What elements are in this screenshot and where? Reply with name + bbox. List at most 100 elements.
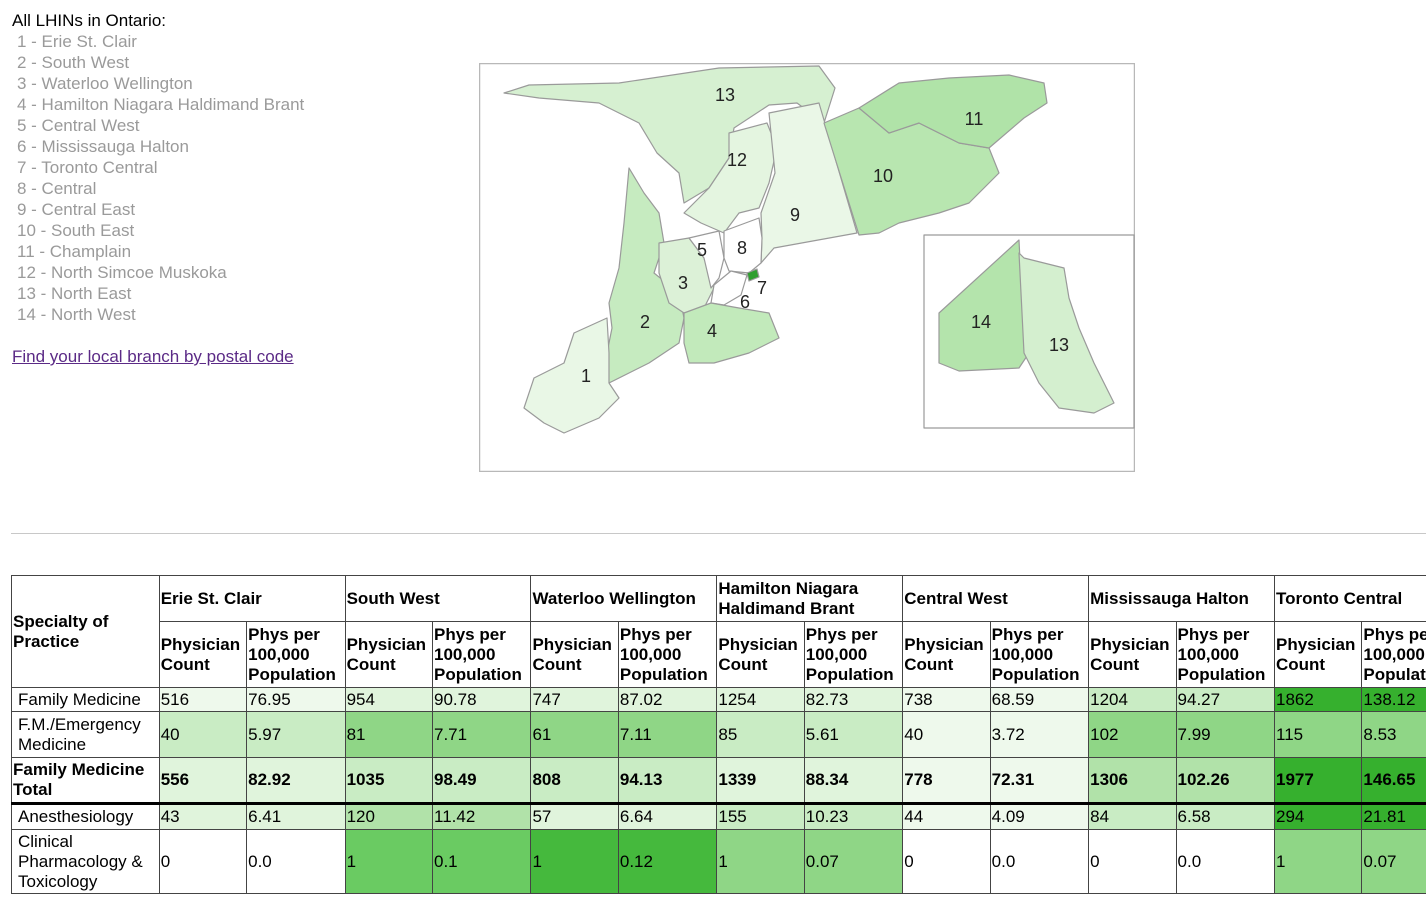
physician-count-cell: 1862 xyxy=(1273,687,1363,712)
physician-count-cell: 84 xyxy=(1088,803,1177,830)
map-label: 9 xyxy=(790,205,800,225)
map-region-5[interactable] xyxy=(688,230,725,289)
rate-cell: 11.42 xyxy=(431,803,532,830)
region-header: Erie St. Clair xyxy=(158,575,346,622)
rate-cell: 6.58 xyxy=(1175,803,1276,830)
map-label: 8 xyxy=(737,238,747,258)
rate-cell: 0.0 xyxy=(1175,829,1276,894)
region-header: Mississauga Halton xyxy=(1088,575,1275,622)
physician-count-cell: 778 xyxy=(902,757,991,805)
rate-cell: 88.34 xyxy=(803,757,904,805)
rate-header: Phys per 100,000 Population xyxy=(989,621,1090,688)
physician-count-cell: 1339 xyxy=(716,757,805,805)
physician-count-cell: 1254 xyxy=(716,687,805,712)
map-region-8[interactable] xyxy=(723,217,763,274)
rate-cell: 10.23 xyxy=(803,803,904,830)
map-region-13-inset[interactable] xyxy=(1018,252,1115,414)
region-header: Toronto Central xyxy=(1274,575,1426,622)
physician-count-cell: 44 xyxy=(902,803,991,830)
legend-item: 6 - Mississauga Halton xyxy=(17,137,189,156)
region-header: Waterloo Wellington xyxy=(530,575,718,622)
region-header: South West xyxy=(344,575,532,622)
legend-item: 12 - North Simcoe Muskoka xyxy=(17,263,227,282)
physician-count-cell: 0 xyxy=(902,829,991,894)
map-label: 13 xyxy=(715,85,735,105)
map-region-2[interactable] xyxy=(606,167,685,384)
map-label: 1 xyxy=(581,366,591,386)
physician-count-cell: 155 xyxy=(716,803,805,830)
physician-count-header: Physician Count xyxy=(530,621,619,688)
legend-item: 8 - Central xyxy=(17,179,97,198)
physician-count-cell: 294 xyxy=(1273,803,1363,830)
rate-cell: 102.26 xyxy=(1175,757,1276,805)
physician-count-cell: 102 xyxy=(1088,711,1177,758)
legend-item: 1 - Erie St. Clair xyxy=(17,32,137,51)
ontario-lhin-map: 13 12 11 10 9 5 87 3 6 2 4 1 14 13 xyxy=(479,63,1135,472)
rate-cell: 146.65 xyxy=(1361,757,1426,805)
map-label: 13 xyxy=(1049,335,1069,355)
legend-item: 9 - Central East xyxy=(17,200,136,219)
map-region-4[interactable] xyxy=(683,302,780,364)
specialty-cell: Anesthesiology xyxy=(11,803,160,830)
physician-table: Specialty of Practice Erie St. Clair Sout… xyxy=(11,575,1426,894)
map-label: 7 xyxy=(757,278,767,298)
map-label: 4 xyxy=(707,321,717,341)
region-header: Central West xyxy=(902,575,1090,622)
rate-cell: 7.11 xyxy=(617,711,718,758)
physician-count-cell: 1977 xyxy=(1273,757,1363,805)
legend-title: All LHINs in Ontario: xyxy=(12,11,166,30)
find-branch-link[interactable]: Find your local branch by postal code xyxy=(12,347,294,366)
physician-count-header: Physician Count xyxy=(158,621,248,688)
physician-count-cell: 954 xyxy=(344,687,434,712)
physician-count-cell: 808 xyxy=(530,757,619,805)
rate-cell: 0.07 xyxy=(803,829,904,894)
table-row: Family Medicine Total 556 82.92 1035 98.49 80… xyxy=(11,757,1426,805)
rate-cell: 72.31 xyxy=(989,757,1090,805)
physician-count-cell: 1 xyxy=(530,829,619,894)
physician-count-cell: 1035 xyxy=(344,757,434,805)
physician-count-cell: 1 xyxy=(1273,829,1363,894)
region-header: Hamilton Niagara Haldimand Brant xyxy=(716,575,904,622)
map-label: 5 xyxy=(697,240,707,260)
physician-count-cell: 40 xyxy=(158,711,248,758)
rate-header: Phys per 100,000 Population xyxy=(431,621,532,688)
rate-cell: 87.02 xyxy=(617,687,718,712)
map-region-11[interactable] xyxy=(858,74,1048,149)
map-region-1[interactable] xyxy=(523,317,620,434)
rate-cell: 94.27 xyxy=(1175,687,1276,712)
specialty-cell: Clinical Pharmacology & Toxicology xyxy=(11,829,160,894)
rate-cell: 76.95 xyxy=(246,687,346,712)
physician-count-cell: 85 xyxy=(716,711,805,758)
rate-cell: 5.97 xyxy=(246,711,346,758)
map-label: 10 xyxy=(873,166,893,186)
physician-count-header: Physician Count xyxy=(716,621,805,688)
rate-cell: 94.13 xyxy=(617,757,718,805)
specialty-cell: Family Medicine xyxy=(11,687,160,712)
rate-header: Phys per 100,000 Population xyxy=(1361,621,1426,688)
section-divider xyxy=(11,533,1426,534)
physician-count-cell: 40 xyxy=(902,711,991,758)
table-row: Clinical Pharmacology & Toxicology 0 0.0 1 0… xyxy=(11,829,1426,894)
specialty-cell: Family Medicine Total xyxy=(11,757,160,805)
physician-count-cell: 738 xyxy=(902,687,991,712)
legend-item: 7 - Toronto Central xyxy=(17,158,158,177)
rate-cell: 8.53 xyxy=(1361,711,1426,758)
legend-item: 5 - Central West xyxy=(17,116,140,135)
rate-header: Phys per 100,000 Population xyxy=(1175,621,1276,688)
physician-count-cell: 747 xyxy=(530,687,619,712)
physician-count-cell: 516 xyxy=(158,687,248,712)
rate-cell: 98.49 xyxy=(431,757,532,805)
rate-cell: 4.09 xyxy=(989,803,1090,830)
rate-cell: 82.92 xyxy=(246,757,346,805)
rate-header: Phys per 100,000 Population xyxy=(803,621,904,688)
physician-count-cell: 556 xyxy=(158,757,248,805)
map-region-7[interactable] xyxy=(746,268,760,282)
legend-item: 14 - North West xyxy=(17,305,136,324)
map-label: 3 xyxy=(678,273,688,293)
physician-count-cell: 57 xyxy=(530,803,619,830)
legend-item: 2 - South West xyxy=(17,53,130,72)
physician-count-cell: 43 xyxy=(158,803,248,830)
rate-cell: 68.59 xyxy=(989,687,1090,712)
physician-count-cell: 1 xyxy=(716,829,805,894)
rate-header: Phys per 100,000 Population xyxy=(246,621,346,688)
